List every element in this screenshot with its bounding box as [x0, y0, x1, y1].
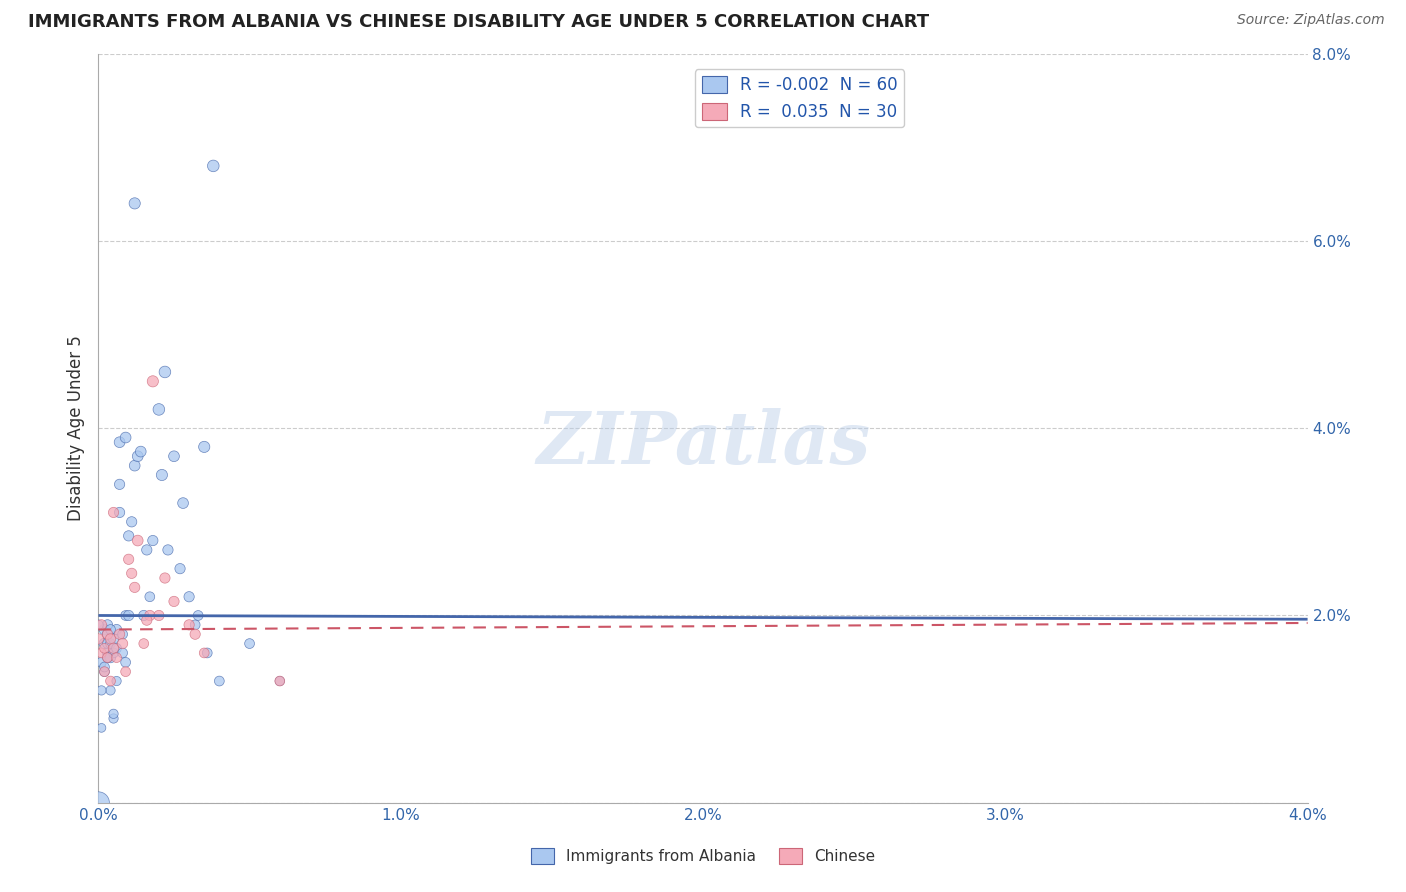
Point [184, 627, 207, 641]
Point [269, 674, 291, 689]
Point [118, 552, 141, 566]
Point [239, 637, 262, 651]
Point [100, 683, 122, 698]
Point [114, 608, 136, 623]
Point [121, 515, 143, 529]
Point [93, 623, 115, 637]
Point [269, 674, 291, 689]
Point [103, 632, 125, 646]
Point [187, 608, 209, 623]
Point [135, 613, 157, 627]
Point [179, 617, 201, 632]
Point [179, 590, 201, 604]
Point [103, 706, 125, 721]
Point [100, 674, 122, 689]
Point [96, 637, 118, 651]
Text: Source: ZipAtlas.com: Source: ZipAtlas.com [1237, 13, 1385, 28]
Point [156, 542, 179, 557]
Point [96, 627, 118, 641]
Point [118, 529, 141, 543]
Point [105, 674, 128, 689]
Point [108, 627, 131, 641]
Point [96, 650, 118, 665]
Point [93, 637, 115, 651]
Point [163, 594, 186, 608]
Point [127, 450, 149, 464]
Point [132, 608, 155, 623]
Point [90, 721, 112, 735]
Point [87, 617, 110, 632]
Point [87, 632, 110, 646]
Point [129, 444, 152, 458]
Point [100, 623, 122, 637]
Point [114, 655, 136, 669]
Point [148, 608, 170, 623]
Point [96, 650, 118, 665]
Point [105, 623, 128, 637]
Point [93, 660, 115, 674]
Point [108, 435, 131, 450]
Point [121, 566, 143, 581]
Point [90, 655, 112, 669]
Point [163, 450, 186, 464]
Point [132, 637, 155, 651]
Point [208, 674, 231, 689]
Point [96, 646, 118, 660]
Point [172, 496, 194, 510]
Point [124, 581, 146, 595]
Point [100, 637, 122, 651]
Point [108, 477, 131, 491]
Point [100, 650, 122, 665]
Point [103, 641, 125, 656]
Point [103, 712, 125, 726]
Point [87, 796, 110, 810]
Point [93, 641, 115, 656]
Point [114, 431, 136, 445]
Point [202, 159, 225, 173]
Point [114, 665, 136, 679]
Point [105, 650, 128, 665]
Point [93, 665, 115, 679]
Point [96, 627, 118, 641]
Point [148, 402, 170, 417]
Point [142, 375, 165, 389]
Point [93, 665, 115, 679]
Text: ZIPatlas: ZIPatlas [536, 408, 870, 479]
Point [118, 608, 141, 623]
Text: IMMIGRANTS FROM ALBANIA VS CHINESE DISABILITY AGE UNDER 5 CORRELATION CHART: IMMIGRANTS FROM ALBANIA VS CHINESE DISAB… [28, 13, 929, 31]
Point [90, 646, 112, 660]
Point [127, 533, 149, 548]
Y-axis label: Disability Age Under 5: Disability Age Under 5 [66, 335, 84, 521]
Point [96, 617, 118, 632]
Point [169, 562, 191, 576]
Point [153, 365, 176, 379]
Point [105, 641, 128, 656]
Point [184, 617, 207, 632]
Point [111, 637, 134, 651]
Point [111, 627, 134, 641]
Point [193, 440, 215, 454]
Point [100, 632, 122, 646]
Point [90, 683, 112, 698]
Point [124, 458, 146, 473]
Point [139, 590, 162, 604]
Point [103, 505, 125, 519]
Point [142, 533, 165, 548]
Point [103, 646, 125, 660]
Point [193, 646, 215, 660]
Legend: Immigrants from Albania, Chinese: Immigrants from Albania, Chinese [524, 842, 882, 870]
Point [195, 646, 218, 660]
Point [90, 617, 112, 632]
Point [108, 505, 131, 519]
Point [111, 646, 134, 660]
Point [150, 467, 173, 482]
Point [124, 196, 146, 211]
Point [153, 571, 176, 585]
Point [139, 608, 162, 623]
Point [135, 542, 157, 557]
